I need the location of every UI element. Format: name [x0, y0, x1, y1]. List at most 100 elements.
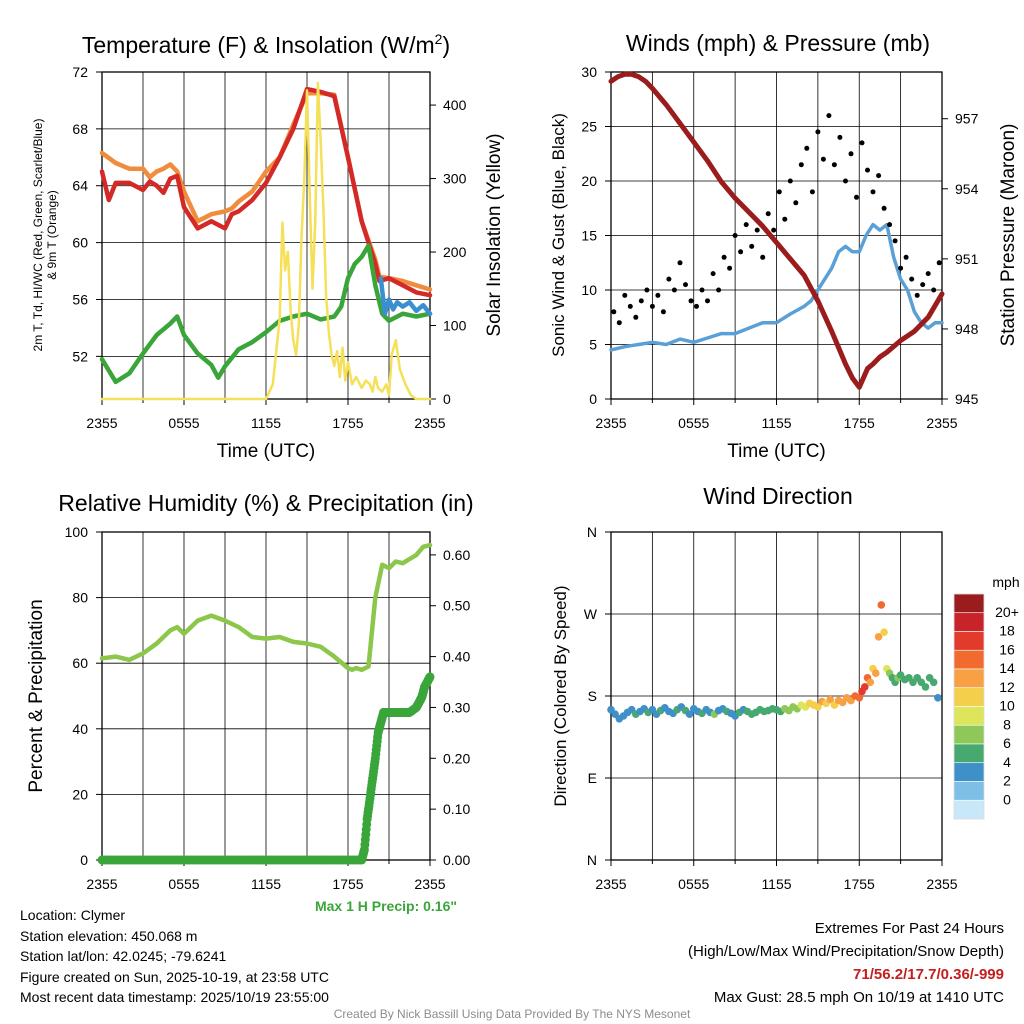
gust-point [826, 113, 832, 119]
series-2m-temp [99, 86, 433, 298]
gust-point [815, 129, 821, 135]
y-tick-label: 80 [72, 590, 88, 606]
winds-ylabel: Sonic Wind & Gust (Blue, Black) [549, 113, 568, 357]
station-info: Location: Clymer Station elevation: 450.… [20, 905, 329, 1008]
gust-point [660, 309, 666, 315]
gust-point [798, 162, 804, 168]
y2-tick-label: 954 [955, 181, 979, 197]
colorbar-label: 6 [1003, 735, 1011, 751]
y-tick-label: 60 [72, 235, 88, 251]
gust-point [859, 140, 865, 146]
gust-point [848, 151, 854, 157]
y2-tick-label: 0.50 [443, 598, 470, 614]
y-tick-label: 72 [72, 64, 88, 80]
speed-colorbar: mph 20+ 18 16 14 12 10 8 6 4 2 0 [953, 574, 1020, 820]
colorbar-swatch [953, 612, 985, 632]
y2-tick-label: 0.20 [443, 750, 470, 766]
gust-point [716, 287, 722, 293]
series-heat-index-wind-chill [378, 275, 433, 316]
x-tick-label: 2355 [595, 415, 626, 431]
gust-point [881, 205, 887, 211]
colorbar-label: 12 [999, 679, 1015, 695]
location-text: Location: Clymer [20, 907, 126, 923]
y-tick-label: 64 [72, 178, 88, 194]
y2-tick-label: 100 [443, 318, 467, 334]
winds-title: Winds (mph) & Pressure (mb) [626, 30, 930, 56]
latlon-text: Station lat/lon: 42.0245; -79.6241 [20, 948, 227, 964]
gust-point [936, 260, 942, 266]
gust-point [793, 200, 799, 206]
colorbar-swatch [953, 593, 985, 614]
colorbar-swatch [953, 649, 985, 670]
gust-point [809, 189, 815, 195]
colorbar-label: 0 [1003, 791, 1011, 807]
colorbar-swatch [953, 706, 985, 726]
wind-direction-point [814, 703, 822, 711]
x-axis-label: Time (UTC) [217, 441, 316, 462]
y-tick-label: 20 [72, 786, 88, 802]
wind-direction-ylabel: Direction (Colored By Speed) [551, 585, 570, 806]
x-tick-label: 2355 [926, 415, 957, 431]
y-tick-label: 20 [581, 173, 597, 189]
gust-point [898, 265, 904, 271]
timestamp-text: Most recent data timestamp: 2025/10/19 2… [20, 989, 329, 1005]
x-tick-label: 2355 [414, 415, 445, 431]
gust-point [804, 145, 810, 151]
gust-point [649, 303, 655, 309]
wind-direction-chart: N E S W N 2355 0555 1155 1755 2355 [584, 524, 958, 892]
y-tick-label: 15 [581, 228, 597, 244]
wind-direction-point [874, 633, 883, 641]
gust-point [683, 282, 688, 288]
y2-tick-label: 0.00 [443, 852, 470, 868]
x-tick-label: 1755 [844, 876, 875, 892]
y2-tick-label: 951 [955, 251, 979, 267]
gust-point [909, 276, 915, 282]
y-tick-label: 52 [72, 348, 88, 364]
precip-point [425, 672, 435, 682]
x-tick-label: 0555 [168, 415, 199, 431]
y-tick-label: 0 [80, 852, 88, 868]
wind-direction-point [826, 695, 835, 704]
gust-point [611, 309, 617, 315]
series-solar-insolation [100, 81, 432, 401]
x-tick-label: 2355 [926, 876, 957, 892]
colorbar-label: 16 [999, 641, 1015, 657]
y-tick-label: 30 [581, 64, 597, 80]
humidity-title: Relative Humidity (%) & Precipitation (i… [58, 490, 473, 516]
gust-point [771, 227, 777, 233]
winds-chart: 0 5 10 15 20 25 30 2355 0555 1155 1755 2355 945 948 95… [581, 64, 978, 462]
temperature-chart: 52 56 60 64 68 72 2355 0555 1155 1755 2355 0 100 200 3… [72, 64, 466, 462]
gust-point [743, 222, 749, 228]
wind-direction-title: Wind Direction [703, 483, 853, 509]
y-tick-label: E [588, 770, 597, 786]
colorbar-swatch [953, 724, 985, 745]
y2-tick-label: 400 [443, 97, 467, 113]
wind-direction-point [921, 683, 930, 691]
y-tick-label: 68 [72, 121, 88, 137]
colorbar-swatch [953, 781, 985, 801]
y-tick-label: 25 [581, 119, 597, 135]
y-tick-label: 56 [72, 291, 88, 307]
elevation-text: Station elevation: 450.068 m [20, 927, 198, 944]
y-tick-label: 0 [589, 391, 597, 407]
gust-point [820, 156, 826, 162]
colorbar-label: 18 [999, 623, 1015, 639]
y2-tick-label: 0.10 [443, 801, 470, 817]
gust-point [666, 276, 672, 282]
insolation-ylabel: Solar Insolation (Yellow) [484, 133, 505, 336]
y2-tick-label: 0.30 [443, 699, 470, 715]
gust-point [925, 271, 931, 277]
gust-point [616, 320, 622, 326]
max-precip-annotation: Max 1 H Precip: 0.16" [315, 898, 457, 914]
wind-direction-point [861, 683, 869, 691]
gust-point [710, 271, 716, 277]
gust-point [738, 249, 744, 255]
x-tick-label: 2355 [595, 876, 626, 892]
x-tick-label: 1755 [844, 415, 875, 431]
gust-point [787, 178, 793, 184]
gust-point [765, 211, 771, 217]
gust-point [782, 216, 788, 222]
y2-tick-label: 0.60 [443, 547, 470, 563]
gust-point [931, 287, 937, 293]
gust-point [903, 254, 909, 260]
